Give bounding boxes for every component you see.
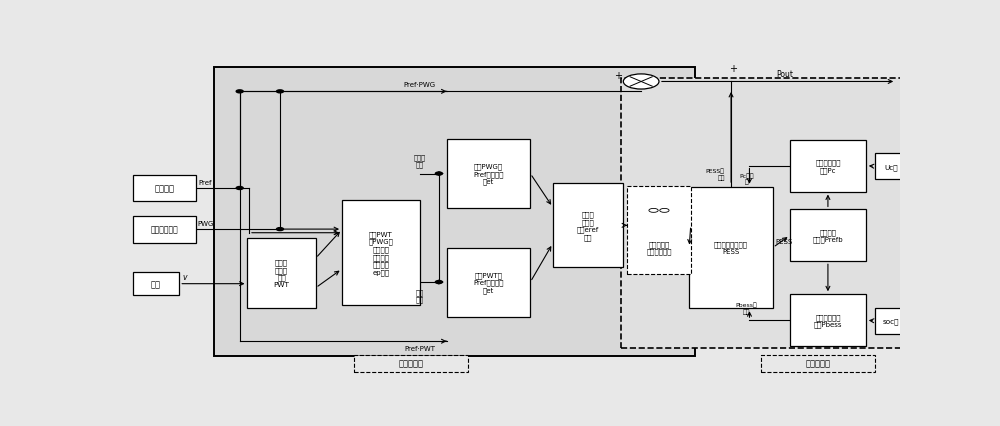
FancyBboxPatch shape: [133, 273, 179, 296]
FancyBboxPatch shape: [761, 355, 875, 372]
FancyBboxPatch shape: [447, 140, 530, 209]
FancyBboxPatch shape: [790, 140, 866, 192]
Text: Pout: Pout: [776, 69, 793, 78]
Text: 风电实时功率: 风电实时功率: [151, 225, 178, 234]
Text: 不存在
弃风: 不存在 弃风: [414, 154, 426, 168]
Circle shape: [236, 187, 243, 190]
Text: Pbess修
正值: Pbess修 正值: [735, 302, 757, 314]
Text: 计算超级电容
功率Pc: 计算超级电容 功率Pc: [815, 159, 841, 173]
Text: 与相对
误差参
考值eref
比较: 与相对 误差参 考值eref 比较: [577, 211, 599, 240]
FancyBboxPatch shape: [342, 200, 420, 305]
Text: Uc值: Uc值: [884, 164, 898, 170]
FancyBboxPatch shape: [133, 175, 196, 202]
FancyBboxPatch shape: [447, 248, 530, 317]
Circle shape: [660, 209, 669, 213]
FancyBboxPatch shape: [627, 186, 691, 274]
FancyBboxPatch shape: [875, 308, 906, 334]
Text: soc值: soc值: [882, 318, 899, 324]
FancyBboxPatch shape: [214, 67, 695, 356]
Text: PESS修
正值: PESS修 正值: [706, 168, 725, 180]
Circle shape: [277, 228, 283, 231]
FancyBboxPatch shape: [247, 238, 316, 308]
FancyBboxPatch shape: [875, 154, 906, 180]
Text: 计算储能电池
功率Pbess: 计算储能电池 功率Pbess: [814, 314, 842, 328]
Text: 计算PWT
与PWG差
值，与风
电功率误
差参考值
ep比较: 计算PWT 与PWG差 值，与风 电功率误 差参考值 ep比较: [368, 230, 393, 275]
Text: PWG: PWG: [198, 220, 214, 226]
Text: 第一级控制: 第一级控制: [398, 359, 423, 368]
FancyBboxPatch shape: [790, 210, 866, 262]
Text: Pref·PWG: Pref·PWG: [403, 82, 436, 88]
Text: 存在
弃风: 存在 弃风: [416, 288, 424, 302]
Text: 风速: 风速: [151, 279, 161, 288]
Text: +: +: [729, 64, 737, 74]
Text: 计算风
电理论
功率
PWT: 计算风 电理论 功率 PWT: [274, 259, 289, 288]
Text: PESS: PESS: [775, 239, 792, 245]
FancyBboxPatch shape: [354, 355, 468, 372]
Text: Pref: Pref: [199, 179, 212, 185]
Circle shape: [435, 173, 442, 176]
Text: 混合储能系统功率
PESS: 混合储能系统功率 PESS: [714, 241, 748, 255]
FancyBboxPatch shape: [790, 294, 866, 346]
Text: Pref·PWT: Pref·PWT: [404, 345, 435, 351]
Text: 计算滑动
平均值Prefb: 计算滑动 平均值Prefb: [813, 229, 843, 243]
Text: 储能系统断
开、切入控制: 储能系统断 开、切入控制: [646, 241, 672, 255]
Text: 计划出力: 计划出力: [155, 184, 175, 193]
Text: v: v: [182, 273, 187, 282]
Text: +: +: [614, 71, 622, 81]
Circle shape: [277, 91, 283, 94]
FancyBboxPatch shape: [689, 187, 773, 308]
Text: 计算PWG与
Pref差值和误
差et: 计算PWG与 Pref差值和误 差et: [473, 163, 504, 185]
FancyBboxPatch shape: [621, 79, 906, 348]
Text: Pc修正
值: Pc修正 值: [739, 173, 754, 185]
Circle shape: [236, 91, 243, 94]
FancyBboxPatch shape: [553, 184, 623, 268]
Circle shape: [649, 209, 658, 213]
Circle shape: [435, 281, 442, 284]
FancyBboxPatch shape: [133, 216, 196, 243]
Text: 计算PWT与
Pref差值和误
差et: 计算PWT与 Pref差值和误 差et: [473, 271, 504, 293]
Circle shape: [623, 75, 659, 90]
Text: 第二级控制: 第二级控制: [805, 359, 830, 368]
